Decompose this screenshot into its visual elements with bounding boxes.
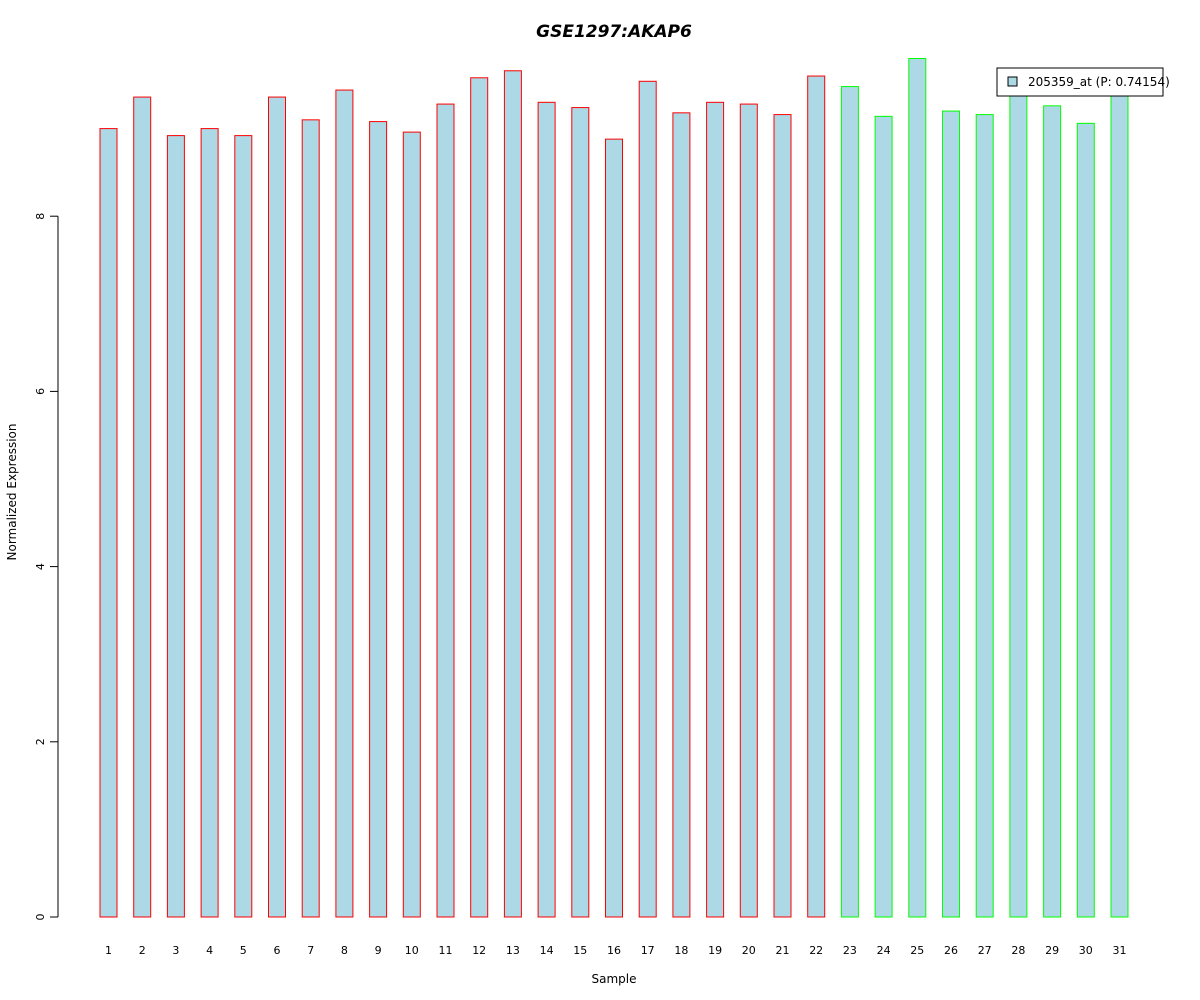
chart-title: GSE1297:AKAP6 xyxy=(536,22,692,42)
bar xyxy=(99,128,118,918)
bar xyxy=(773,114,792,918)
bar xyxy=(503,70,522,918)
bar xyxy=(200,128,219,918)
legend-swatch xyxy=(1007,76,1018,87)
legend: 205359_at (P: 0.74154) xyxy=(996,67,1170,97)
y-tick-label: 4 xyxy=(34,563,47,570)
y-tick-label: 8 xyxy=(34,213,47,220)
bar xyxy=(672,112,691,918)
x-tick-label: 27 xyxy=(978,944,992,957)
x-tick-label: 11 xyxy=(439,944,453,957)
x-tick-label: 1 xyxy=(105,944,112,957)
x-tick-label: 12 xyxy=(472,944,486,957)
bar xyxy=(739,103,758,918)
x-tick-label: 25 xyxy=(910,944,924,957)
x-axis-label: Sample xyxy=(592,972,637,986)
bar xyxy=(571,107,590,918)
x-tick-label: 19 xyxy=(708,944,722,957)
x-tick-label: 14 xyxy=(540,944,554,957)
x-tick-label: 4 xyxy=(206,944,213,957)
x-tick-label: 22 xyxy=(809,944,823,957)
bar xyxy=(369,121,388,918)
x-tick-label: 2 xyxy=(139,944,146,957)
x-tick-label: 16 xyxy=(607,944,621,957)
x-tick-label: 17 xyxy=(641,944,655,957)
bar xyxy=(874,115,893,918)
bar xyxy=(268,96,286,918)
x-tick-label: 9 xyxy=(375,944,382,957)
x-tick-label: 24 xyxy=(877,944,891,957)
bar xyxy=(942,110,960,918)
bar xyxy=(975,114,994,918)
x-tick-label: 5 xyxy=(240,944,247,957)
bar xyxy=(840,86,859,918)
x-tick-label: 28 xyxy=(1011,944,1025,957)
x-tick-label: 23 xyxy=(843,944,857,957)
bar xyxy=(537,101,556,918)
bar xyxy=(605,138,623,918)
legend-label: 205359_at (P: 0.74154) xyxy=(1028,75,1170,89)
bar xyxy=(301,119,320,918)
x-tick-label: 29 xyxy=(1045,944,1059,957)
x-tick-label: 18 xyxy=(674,944,688,957)
bar xyxy=(402,131,421,918)
y-tick-label: 2 xyxy=(34,738,47,745)
bar xyxy=(638,80,657,918)
bar xyxy=(234,135,253,918)
x-tick-label: 26 xyxy=(944,944,958,957)
y-axis-label: Normalized Expression xyxy=(5,423,19,560)
x-tick-labels: 1 2 3 4 5 6 7 8 9 10 11 12 13 14 15 16 17 18 19 20 21 22 23 24 2… xyxy=(105,944,1127,957)
bars-group xyxy=(99,58,1129,918)
x-tick-label: 15 xyxy=(573,944,587,957)
bar xyxy=(133,96,152,918)
x-tick-label: 7 xyxy=(307,944,314,957)
bar xyxy=(1076,122,1095,918)
x-tick-label: 6 xyxy=(274,944,281,957)
x-tick-label: 13 xyxy=(506,944,520,957)
bar xyxy=(1110,91,1129,918)
bar xyxy=(1009,91,1028,918)
bar xyxy=(1043,105,1062,918)
x-tick-label: 31 xyxy=(1113,944,1127,957)
bar xyxy=(436,103,455,918)
y-tick-label: 0 xyxy=(34,914,47,921)
x-tick-label: 10 xyxy=(405,944,419,957)
bar xyxy=(706,101,725,918)
bar xyxy=(166,135,185,918)
y-axis: 0 2 4 6 8 xyxy=(34,213,59,921)
y-tick-label: 6 xyxy=(34,388,47,395)
bar xyxy=(335,89,354,918)
x-tick-label: 3 xyxy=(172,944,179,957)
bar xyxy=(470,77,489,918)
legend-box xyxy=(996,67,1164,97)
bar xyxy=(807,75,826,918)
bar xyxy=(908,58,927,918)
x-tick-label: 8 xyxy=(341,944,348,957)
x-tick-label: 20 xyxy=(742,944,756,957)
x-tick-label: 21 xyxy=(776,944,790,957)
x-tick-label: 30 xyxy=(1079,944,1093,957)
